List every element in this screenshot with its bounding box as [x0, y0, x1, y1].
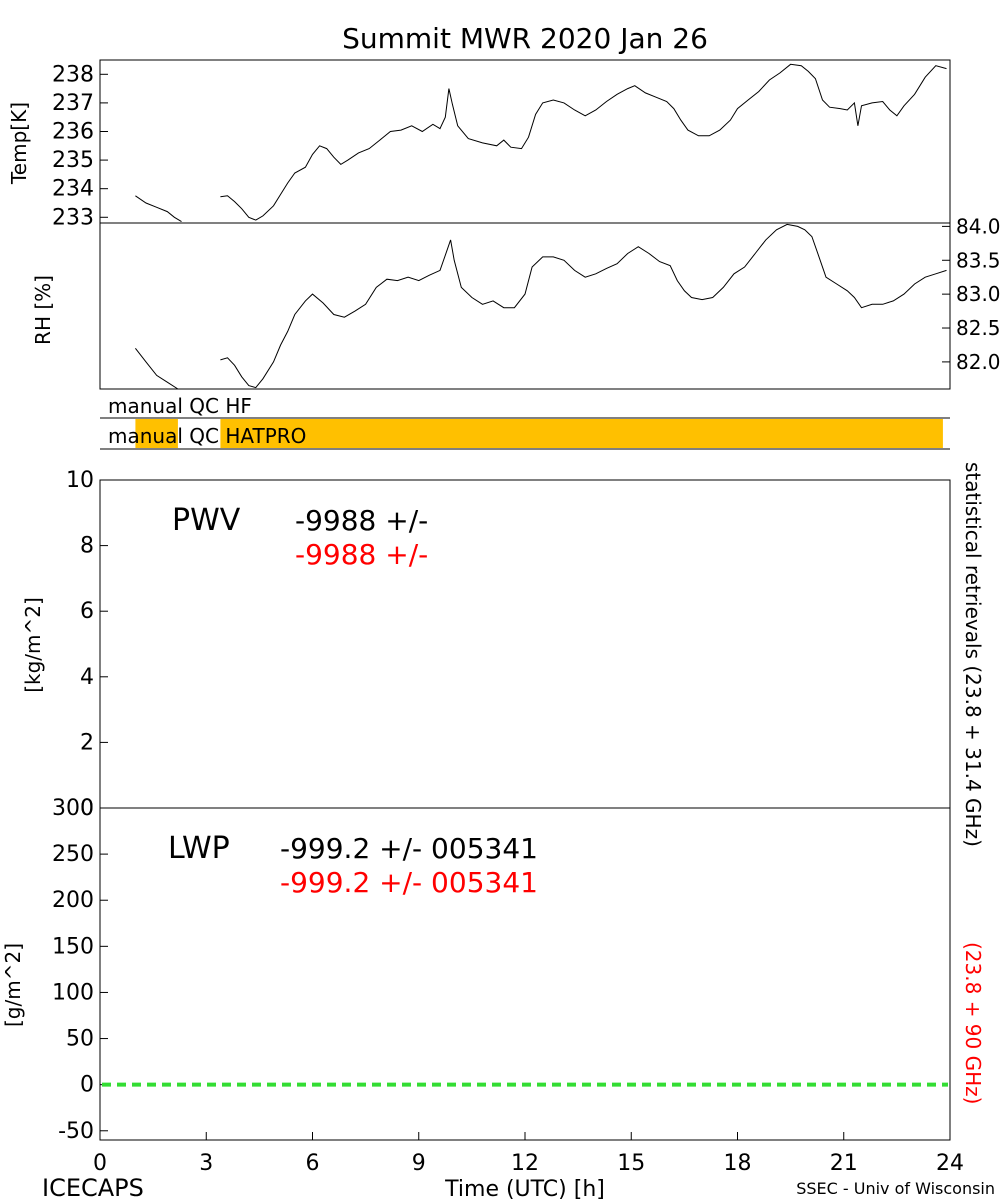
lwp-value-hatpro: -999.2 +/- 005341 [280, 866, 538, 899]
series-line [220, 63, 947, 221]
lwp-y-ticks: -50 0 50 100 150 200 250 300 [52, 796, 108, 1144]
qc-hatpro-label: manual QC HATPRO [108, 424, 306, 448]
y-tick-label: 250 [52, 842, 94, 867]
y-tick-label: 236 [52, 119, 94, 144]
qc-band [220, 419, 943, 448]
y-tick-label: 6 [80, 599, 94, 624]
lwp-label: LWP [168, 831, 230, 866]
temperature-series [135, 63, 947, 223]
x-tick-label: 6 [306, 1151, 320, 1176]
x-tick-label: 24 [936, 1151, 964, 1176]
y-tick-label: 4 [80, 665, 94, 690]
x-tick-label: 15 [617, 1151, 645, 1176]
footer-left: ICECAPS [42, 1174, 144, 1200]
y-tick-label: 83.0 [956, 282, 1000, 306]
temperature-frame [99, 59, 951, 224]
qc-hf-label: manual QC HF [108, 394, 252, 418]
y-tick-label: 234 [52, 177, 94, 202]
temperature-panel: 233 234 235 236 237 238 Temp[K] [7, 59, 951, 230]
y-tick-label: 200 [52, 888, 94, 913]
y-tick-label: 150 [52, 934, 94, 959]
pwv-y-ticks: 0 2 4 6 8 10 [66, 468, 108, 821]
y-tick-label: 238 [52, 62, 94, 87]
rh-series [135, 223, 947, 390]
lwp-panel: -50 0 50 100 150 200 250 300 LWP -999.2 +/- 005… [1, 796, 951, 1144]
lwp-y-label: [g/m^2] [1, 943, 25, 1027]
pwv-value-hf: -9988 +/- [295, 504, 428, 537]
y-tick-label: 83.5 [956, 248, 1000, 272]
x-tick-label: 0 [93, 1151, 107, 1176]
y-tick-label: 84.0 [956, 214, 1000, 238]
series-line [220, 223, 947, 389]
x-tick-label: 9 [412, 1151, 426, 1176]
pwv-value-hatpro: -9988 +/- [295, 538, 428, 571]
series-line [135, 195, 182, 223]
y-tick-label: 82.0 [956, 350, 1000, 374]
rh-frame [99, 222, 951, 390]
x-tick-label: 3 [199, 1151, 213, 1176]
y-tick-label: 237 [52, 91, 94, 116]
y-tick-label: 50 [66, 1027, 94, 1052]
x-tick-label: 18 [724, 1151, 752, 1176]
pwv-y-label: [kg/m^2] [21, 597, 45, 693]
y-tick-label: 235 [52, 148, 94, 173]
x-tick-label: 21 [830, 1151, 858, 1176]
y-tick-label: 100 [52, 980, 94, 1005]
pwv-panel: 0 2 4 6 8 10 PWV -9988 +/- -9988 +/- [kg/m^2] [21, 468, 951, 821]
rh-y-label: RH [%] [31, 275, 55, 345]
y-tick-label: 0 [80, 1073, 94, 1098]
y-tick-label: 8 [80, 534, 94, 559]
footer-right: SSEC - Univ of Wisconsin [796, 1179, 995, 1198]
x-axis-ticks: 0 3 6 9 12 15 18 21 24 [93, 1132, 964, 1176]
pwv-label: PWV [172, 503, 241, 538]
chart-title: Summit MWR 2020 Jan 26 [342, 22, 708, 55]
rh-panel: 82.0 82.5 83.0 83.5 84.0 RH [%] [31, 214, 1000, 390]
qc-flags-panel: manual QC HF manual QC HATPRO [100, 394, 950, 450]
qc-band [135, 419, 178, 448]
y-tick-label: 0 [80, 796, 94, 821]
y-tick-label: -50 [58, 1119, 94, 1144]
lwp-value-hf: -999.2 +/- 005341 [280, 832, 538, 865]
y-tick-label: 233 [52, 205, 94, 230]
temperature-y-label: Temp[K] [7, 102, 31, 185]
temperature-y-ticks: 233 234 235 236 237 238 [52, 62, 108, 230]
x-tick-label: 12 [511, 1151, 539, 1176]
qc-bands [135, 419, 943, 448]
y-tick-label: 82.5 [956, 316, 1000, 340]
right-label-statistical: statistical retrievals (23.8 + 31.4 GHz) [961, 462, 985, 847]
footer-center: Time (UTC) [h] [444, 1177, 605, 1200]
y-tick-label: 300 [52, 796, 94, 821]
y-tick-label: 2 [80, 730, 94, 755]
y-tick-label: 10 [66, 468, 94, 493]
right-label-hatpro: (23.8 + 90 GHz) [961, 942, 985, 1104]
series-line [135, 347, 179, 390]
rh-y-ticks: 82.0 82.5 83.0 83.5 84.0 [942, 214, 1000, 374]
